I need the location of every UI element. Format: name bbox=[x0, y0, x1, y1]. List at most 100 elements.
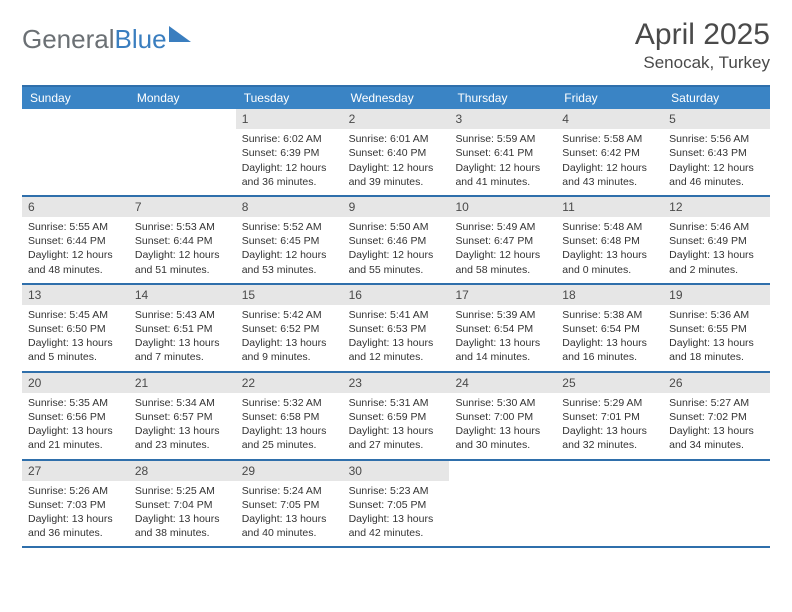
sunset-text: Sunset: 7:05 PM bbox=[242, 498, 337, 512]
sunset-text: Sunset: 6:43 PM bbox=[669, 146, 764, 160]
week-row: ..1Sunrise: 6:02 AMSunset: 6:39 PMDaylig… bbox=[22, 109, 770, 197]
sunset-text: Sunset: 6:49 PM bbox=[669, 234, 764, 248]
week-row: 6Sunrise: 5:55 AMSunset: 6:44 PMDaylight… bbox=[22, 197, 770, 285]
day-body: Sunrise: 5:26 AMSunset: 7:03 PMDaylight:… bbox=[22, 481, 129, 547]
sunset-text: Sunset: 6:57 PM bbox=[135, 410, 230, 424]
day-cell: 22Sunrise: 5:32 AMSunset: 6:58 PMDayligh… bbox=[236, 373, 343, 459]
daylight-text: Daylight: 12 hours and 41 minutes. bbox=[455, 161, 550, 189]
brand-logo: GeneralBlue bbox=[22, 18, 191, 55]
day-number: 9 bbox=[343, 197, 450, 217]
month-title: April 2025 bbox=[635, 18, 770, 51]
daylight-text: Daylight: 13 hours and 34 minutes. bbox=[669, 424, 764, 452]
day-cell: 9Sunrise: 5:50 AMSunset: 6:46 PMDaylight… bbox=[343, 197, 450, 283]
day-body: Sunrise: 5:39 AMSunset: 6:54 PMDaylight:… bbox=[449, 305, 556, 371]
daylight-text: Daylight: 12 hours and 39 minutes. bbox=[349, 161, 444, 189]
day-number: 24 bbox=[449, 373, 556, 393]
day-body: Sunrise: 5:29 AMSunset: 7:01 PMDaylight:… bbox=[556, 393, 663, 459]
sunset-text: Sunset: 6:47 PM bbox=[455, 234, 550, 248]
day-number: 7 bbox=[129, 197, 236, 217]
sunrise-text: Sunrise: 5:42 AM bbox=[242, 308, 337, 322]
day-body: Sunrise: 5:50 AMSunset: 6:46 PMDaylight:… bbox=[343, 217, 450, 283]
day-cell: 17Sunrise: 5:39 AMSunset: 6:54 PMDayligh… bbox=[449, 285, 556, 371]
day-number: 20 bbox=[22, 373, 129, 393]
day-body: Sunrise: 5:46 AMSunset: 6:49 PMDaylight:… bbox=[663, 217, 770, 283]
daylight-text: Daylight: 12 hours and 55 minutes. bbox=[349, 248, 444, 276]
sunrise-text: Sunrise: 5:43 AM bbox=[135, 308, 230, 322]
day-number: 10 bbox=[449, 197, 556, 217]
sunset-text: Sunset: 6:58 PM bbox=[242, 410, 337, 424]
day-number: 21 bbox=[129, 373, 236, 393]
day-cell: 6Sunrise: 5:55 AMSunset: 6:44 PMDaylight… bbox=[22, 197, 129, 283]
sunrise-text: Sunrise: 5:55 AM bbox=[28, 220, 123, 234]
day-body: Sunrise: 5:25 AMSunset: 7:04 PMDaylight:… bbox=[129, 481, 236, 547]
sunrise-text: Sunrise: 5:41 AM bbox=[349, 308, 444, 322]
sunrise-text: Sunrise: 5:53 AM bbox=[135, 220, 230, 234]
day-body: Sunrise: 5:30 AMSunset: 7:00 PMDaylight:… bbox=[449, 393, 556, 459]
day-cell: 12Sunrise: 5:46 AMSunset: 6:49 PMDayligh… bbox=[663, 197, 770, 283]
day-number: 19 bbox=[663, 285, 770, 305]
day-body: Sunrise: 5:58 AMSunset: 6:42 PMDaylight:… bbox=[556, 129, 663, 195]
day-body: Sunrise: 5:42 AMSunset: 6:52 PMDaylight:… bbox=[236, 305, 343, 371]
sunset-text: Sunset: 6:54 PM bbox=[455, 322, 550, 336]
day-cell: . bbox=[449, 461, 556, 547]
day-cell: 27Sunrise: 5:26 AMSunset: 7:03 PMDayligh… bbox=[22, 461, 129, 547]
sunset-text: Sunset: 6:42 PM bbox=[562, 146, 657, 160]
sunrise-text: Sunrise: 5:58 AM bbox=[562, 132, 657, 146]
day-cell: 4Sunrise: 5:58 AMSunset: 6:42 PMDaylight… bbox=[556, 109, 663, 195]
daylight-text: Daylight: 13 hours and 27 minutes. bbox=[349, 424, 444, 452]
day-body: Sunrise: 5:52 AMSunset: 6:45 PMDaylight:… bbox=[236, 217, 343, 283]
day-number: 12 bbox=[663, 197, 770, 217]
sunrise-text: Sunrise: 5:29 AM bbox=[562, 396, 657, 410]
day-cell: 14Sunrise: 5:43 AMSunset: 6:51 PMDayligh… bbox=[129, 285, 236, 371]
day-cell: 2Sunrise: 6:01 AMSunset: 6:40 PMDaylight… bbox=[343, 109, 450, 195]
week-row: 20Sunrise: 5:35 AMSunset: 6:56 PMDayligh… bbox=[22, 373, 770, 461]
sunset-text: Sunset: 6:56 PM bbox=[28, 410, 123, 424]
sunrise-text: Sunrise: 5:52 AM bbox=[242, 220, 337, 234]
sunrise-text: Sunrise: 5:27 AM bbox=[669, 396, 764, 410]
day-cell: 19Sunrise: 5:36 AMSunset: 6:55 PMDayligh… bbox=[663, 285, 770, 371]
dow-friday: Friday bbox=[556, 87, 663, 109]
sunrise-text: Sunrise: 6:01 AM bbox=[349, 132, 444, 146]
daylight-text: Daylight: 13 hours and 23 minutes. bbox=[135, 424, 230, 452]
day-cell: . bbox=[663, 461, 770, 547]
sunrise-text: Sunrise: 5:45 AM bbox=[28, 308, 123, 322]
day-number: 17 bbox=[449, 285, 556, 305]
day-cell: 30Sunrise: 5:23 AMSunset: 7:05 PMDayligh… bbox=[343, 461, 450, 547]
daylight-text: Daylight: 13 hours and 32 minutes. bbox=[562, 424, 657, 452]
day-number: 27 bbox=[22, 461, 129, 481]
sunset-text: Sunset: 6:41 PM bbox=[455, 146, 550, 160]
daylight-text: Daylight: 12 hours and 48 minutes. bbox=[28, 248, 123, 276]
dow-sunday: Sunday bbox=[22, 87, 129, 109]
day-cell: 28Sunrise: 5:25 AMSunset: 7:04 PMDayligh… bbox=[129, 461, 236, 547]
day-body: Sunrise: 5:32 AMSunset: 6:58 PMDaylight:… bbox=[236, 393, 343, 459]
day-body: Sunrise: 5:43 AMSunset: 6:51 PMDaylight:… bbox=[129, 305, 236, 371]
day-body: Sunrise: 5:36 AMSunset: 6:55 PMDaylight:… bbox=[663, 305, 770, 371]
day-number: 2 bbox=[343, 109, 450, 129]
brand-sail-icon bbox=[169, 26, 191, 42]
day-number: 11 bbox=[556, 197, 663, 217]
sunset-text: Sunset: 6:55 PM bbox=[669, 322, 764, 336]
daylight-text: Daylight: 12 hours and 36 minutes. bbox=[242, 161, 337, 189]
day-number: 30 bbox=[343, 461, 450, 481]
daylight-text: Daylight: 13 hours and 42 minutes. bbox=[349, 512, 444, 540]
daylight-text: Daylight: 13 hours and 30 minutes. bbox=[455, 424, 550, 452]
day-cell: 24Sunrise: 5:30 AMSunset: 7:00 PMDayligh… bbox=[449, 373, 556, 459]
daylight-text: Daylight: 13 hours and 21 minutes. bbox=[28, 424, 123, 452]
sunset-text: Sunset: 6:45 PM bbox=[242, 234, 337, 248]
day-cell: 7Sunrise: 5:53 AMSunset: 6:44 PMDaylight… bbox=[129, 197, 236, 283]
day-cell: . bbox=[556, 461, 663, 547]
sunset-text: Sunset: 7:01 PM bbox=[562, 410, 657, 424]
sunset-text: Sunset: 6:46 PM bbox=[349, 234, 444, 248]
dow-wednesday: Wednesday bbox=[343, 87, 450, 109]
sunrise-text: Sunrise: 5:48 AM bbox=[562, 220, 657, 234]
day-number: 16 bbox=[343, 285, 450, 305]
sunset-text: Sunset: 7:05 PM bbox=[349, 498, 444, 512]
sunrise-text: Sunrise: 5:34 AM bbox=[135, 396, 230, 410]
day-body: Sunrise: 5:49 AMSunset: 6:47 PMDaylight:… bbox=[449, 217, 556, 283]
dow-tuesday: Tuesday bbox=[236, 87, 343, 109]
week-row: 27Sunrise: 5:26 AMSunset: 7:03 PMDayligh… bbox=[22, 461, 770, 549]
sunset-text: Sunset: 6:48 PM bbox=[562, 234, 657, 248]
day-number: 18 bbox=[556, 285, 663, 305]
day-body: Sunrise: 5:53 AMSunset: 6:44 PMDaylight:… bbox=[129, 217, 236, 283]
sunrise-text: Sunrise: 5:46 AM bbox=[669, 220, 764, 234]
